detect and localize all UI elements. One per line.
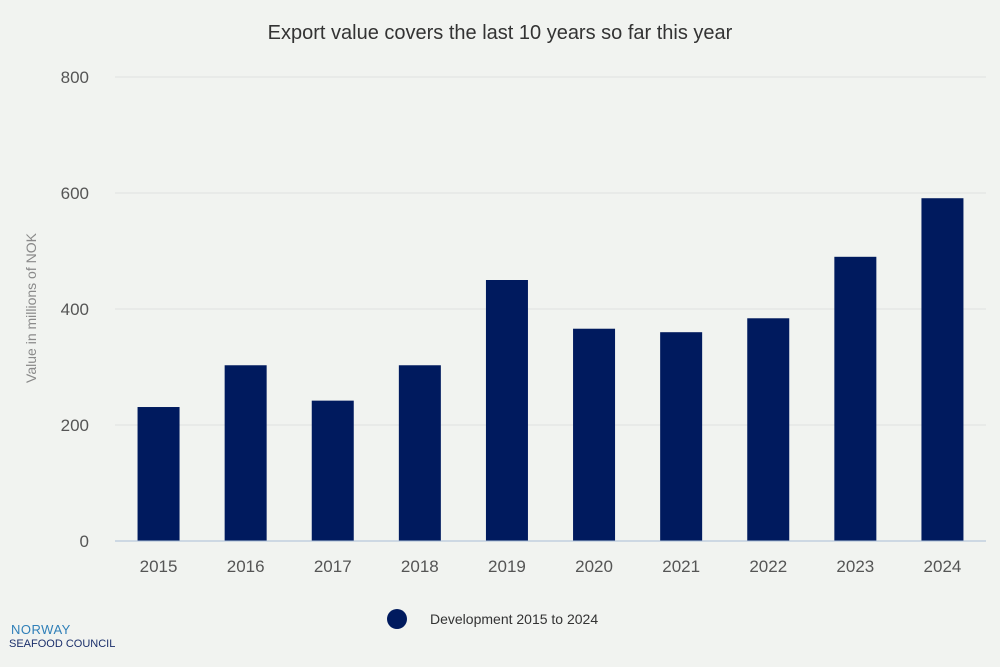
bar-2023[interactable] [834, 256, 877, 541]
y-axis-label: Value in millions of NOK [23, 232, 39, 383]
y-tick-label: 0 [80, 532, 89, 551]
x-tick-label: 2017 [314, 557, 352, 576]
y-tick-label: 800 [61, 68, 89, 87]
y-tick-label: 600 [61, 184, 89, 203]
x-axis-ticks: 2015 2016 2017 2018 2019 2020 2021 2022 2023 2024 [140, 557, 962, 576]
legend-label: Development 2015 to 2024 [430, 611, 598, 627]
logo: NORWAY SEAFOOD COUNCIL [9, 622, 115, 652]
x-tick-label: 2019 [488, 557, 526, 576]
bar-2015[interactable] [137, 407, 180, 541]
x-tick-label: 2020 [575, 557, 613, 576]
bar-2018[interactable] [398, 365, 441, 541]
x-tick-label: 2022 [749, 557, 787, 576]
y-axis-ticks: 0 200 400 600 800 [61, 68, 89, 551]
bar-2016[interactable] [224, 365, 267, 541]
legend-marker [387, 609, 407, 629]
chart-title: Export value covers the last 10 years so… [268, 22, 733, 44]
legend[interactable]: Development 2015 to 2024 [387, 609, 598, 629]
x-tick-label: 2016 [227, 557, 265, 576]
bar-2021[interactable] [660, 332, 703, 541]
x-tick-label: 2021 [662, 557, 700, 576]
x-tick-label: 2015 [140, 557, 178, 576]
bar-2020[interactable] [573, 328, 616, 541]
y-tick-label: 400 [61, 300, 89, 319]
y-tick-label: 200 [61, 416, 89, 435]
x-tick-label: 2023 [836, 557, 874, 576]
x-tick-label: 2018 [401, 557, 439, 576]
logo-line-seafood-council: SEAFOOD COUNCIL [9, 638, 116, 651]
bar-2022[interactable] [747, 318, 790, 541]
bar-2019[interactable] [485, 280, 528, 541]
bars [137, 198, 964, 541]
bar-2024[interactable] [921, 198, 964, 541]
x-tick-label: 2024 [924, 557, 962, 576]
bar-2017[interactable] [311, 400, 354, 541]
logo-line-norway: NORWAY [11, 622, 71, 637]
